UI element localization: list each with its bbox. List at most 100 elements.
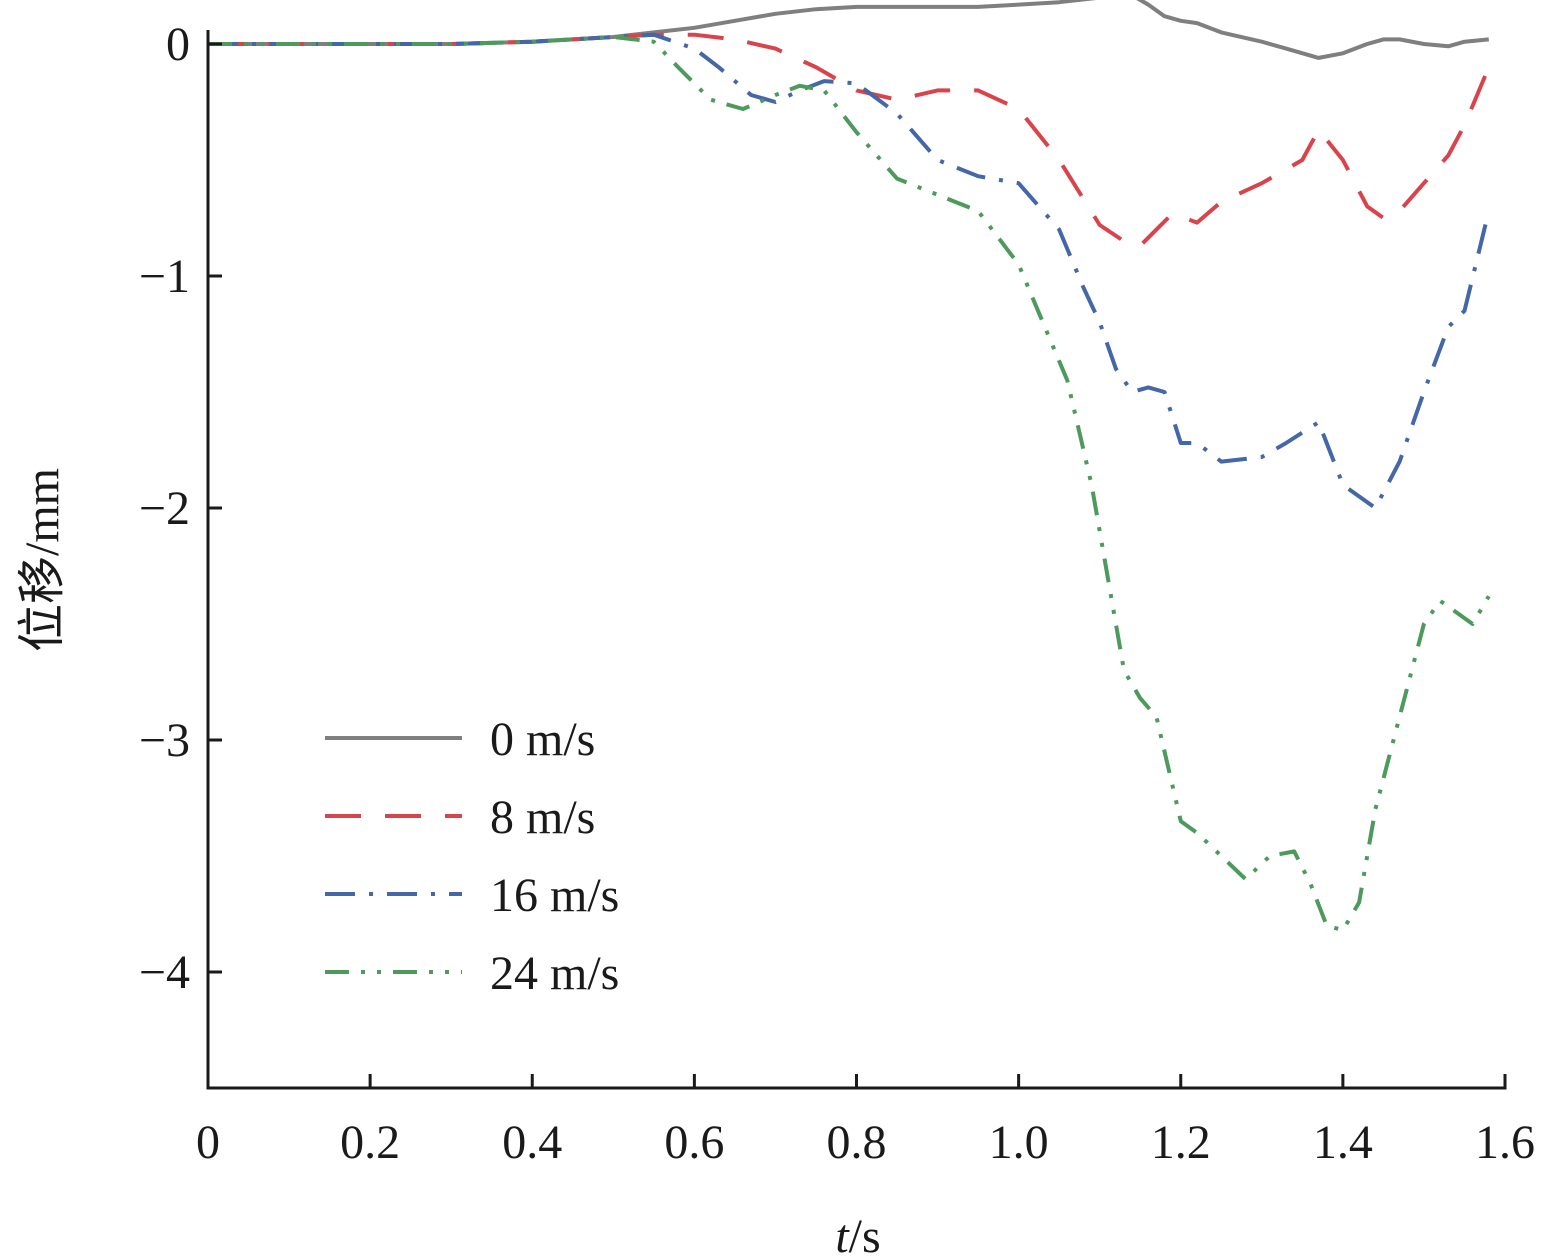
data-point (741, 107, 745, 111)
data-point (1398, 715, 1402, 719)
data-point (1317, 56, 1321, 60)
series-line (208, 35, 1491, 933)
data-point (1373, 808, 1377, 812)
series-layer (208, 0, 1491, 933)
data-point (1219, 30, 1223, 34)
legend-item: 8 m/s (325, 791, 595, 844)
data-point (798, 88, 802, 92)
data-point (1154, 228, 1158, 232)
data-point (976, 174, 980, 178)
data-point (1195, 21, 1199, 25)
data-point (692, 33, 696, 37)
data-point (733, 19, 737, 23)
y-tick-label: −3 (139, 714, 190, 767)
legend-item: 16 m/s (325, 869, 619, 922)
x-tick-label: 1.6 (1475, 1116, 1535, 1169)
data-point (1341, 928, 1345, 932)
data-point (855, 81, 859, 85)
data-point (822, 88, 826, 92)
data-point (1138, 696, 1142, 700)
legend: 0 m/s 8 m/s 16 m/s 24 m/s (325, 713, 619, 1000)
data-point (1219, 200, 1223, 204)
data-point (676, 65, 680, 69)
data-point (1179, 441, 1183, 445)
data-point (1398, 460, 1402, 464)
data-point (1146, 3, 1150, 7)
data-point (1154, 715, 1158, 719)
data-point (1017, 181, 1021, 185)
data-point (1422, 42, 1426, 46)
data-point (717, 65, 721, 69)
data-point (1422, 181, 1426, 185)
data-point (692, 47, 696, 51)
data-point (1219, 460, 1223, 464)
data-point (1146, 385, 1150, 389)
data-point (1179, 19, 1183, 23)
data-point (1284, 47, 1288, 51)
data-point (1341, 483, 1345, 487)
legend-label: 16 m/s (490, 869, 619, 922)
legend-label: 0 m/s (490, 713, 595, 766)
data-point (1114, 367, 1118, 371)
axes (206, 30, 1507, 1090)
data-point (798, 84, 802, 88)
x-axis-title-italic: t (835, 1210, 850, 1257)
data-point (1357, 900, 1361, 904)
data-point (773, 93, 777, 97)
series-4 (208, 35, 1491, 933)
data-point (1017, 262, 1021, 266)
data-point (1098, 223, 1102, 227)
data-point (976, 88, 980, 92)
data-point (814, 65, 818, 69)
y-tick-label: −1 (139, 250, 190, 303)
data-point (1422, 390, 1426, 394)
data-point (895, 98, 899, 102)
series-line (208, 32, 1491, 510)
series-3 (208, 32, 1491, 510)
data-point (895, 112, 899, 116)
x-tick-label: 0.4 (502, 1116, 562, 1169)
data-point (1057, 158, 1061, 162)
data-point (1446, 153, 1450, 157)
data-point (1381, 37, 1385, 41)
data-point (1179, 819, 1183, 823)
data-point (1122, 668, 1126, 672)
y-axis-title: 位移/mm (16, 468, 69, 652)
data-point (1422, 622, 1426, 626)
series-line (208, 32, 1491, 248)
data-point (1106, 576, 1110, 580)
data-point (976, 209, 980, 213)
data-point (1446, 44, 1450, 48)
data-point (1487, 37, 1491, 41)
data-point (652, 40, 656, 44)
data-point (1471, 622, 1475, 626)
data-point (855, 130, 859, 134)
data-point (611, 35, 615, 39)
data-point (1317, 420, 1321, 424)
data-point (1163, 14, 1167, 18)
data-point (1057, 228, 1061, 232)
y-tick-label: −2 (139, 482, 190, 535)
x-tick-label: 0 (196, 1116, 220, 1169)
data-point (449, 42, 453, 46)
data-point (749, 93, 753, 97)
data-point (895, 5, 899, 9)
x-axis-title: t/s (835, 1210, 880, 1257)
data-point (1195, 441, 1199, 445)
data-point (692, 26, 696, 30)
data-point (1341, 51, 1345, 55)
series-1 (208, 0, 1491, 60)
legend-label: 24 m/s (490, 947, 619, 1000)
series-line (208, 0, 1489, 60)
data-point (1163, 390, 1167, 394)
data-point (855, 5, 859, 9)
data-point (1300, 158, 1304, 162)
data-point (1284, 441, 1288, 445)
legend-item: 24 m/s (325, 947, 619, 1000)
data-point (287, 42, 291, 46)
data-point (773, 47, 777, 51)
data-point (1446, 325, 1450, 329)
legend-item: 0 m/s (325, 713, 595, 766)
data-point (1463, 123, 1467, 127)
data-point (1090, 483, 1094, 487)
